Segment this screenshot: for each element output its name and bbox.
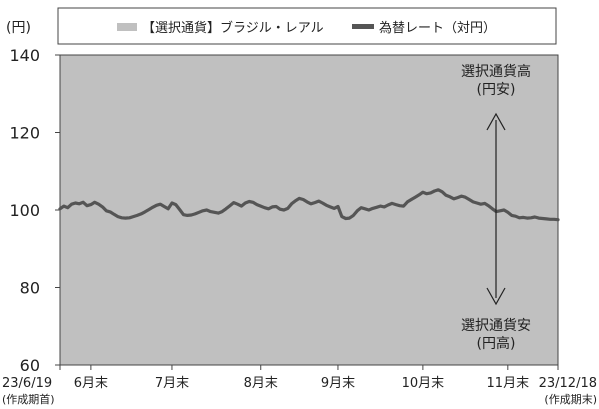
y-tick-label: 80	[20, 279, 40, 298]
legend-label-rate: 為替レート（対円）	[379, 20, 496, 36]
annotation-arrow	[486, 112, 506, 306]
x-tick-label: 23/6/19	[2, 376, 52, 391]
y-tick-label: 60	[20, 356, 40, 375]
x-tick-label: 10月末	[402, 376, 445, 391]
x-tick-label: 23/12/18	[539, 376, 597, 391]
y-tick-label: 100	[9, 201, 40, 220]
legend-box	[57, 7, 557, 45]
legend-swatch-area	[117, 23, 137, 31]
y-tick-label: 120	[9, 124, 40, 143]
x-tick-sublabel: (作成期首)	[2, 392, 55, 406]
x-tick-label: 8月末	[244, 376, 278, 391]
plot-area	[59, 54, 559, 366]
x-tick-label: 9月末	[321, 376, 355, 391]
legend-swatch-line	[352, 24, 374, 29]
x-tick-label: 6月末	[74, 376, 108, 391]
x-tick-sublabel: (作成期末)	[544, 392, 597, 406]
series-line-exchange-rate	[58, 188, 560, 222]
y-unit-label: (円)	[6, 20, 31, 36]
y-tick-label: 140	[9, 46, 40, 65]
annotation-down-1: 選択通貨安	[461, 317, 531, 334]
legend-label-currency: 【選択通貨】ブラジル・レアル	[142, 20, 324, 36]
annotation-down-2: (円高)	[477, 335, 516, 352]
annotation-up-1: 選択通貨高	[461, 63, 531, 80]
annotation-up-2: (円安)	[477, 82, 516, 98]
x-tick-label: 11月末	[487, 376, 530, 391]
x-tick-label: 7月末	[155, 376, 189, 391]
